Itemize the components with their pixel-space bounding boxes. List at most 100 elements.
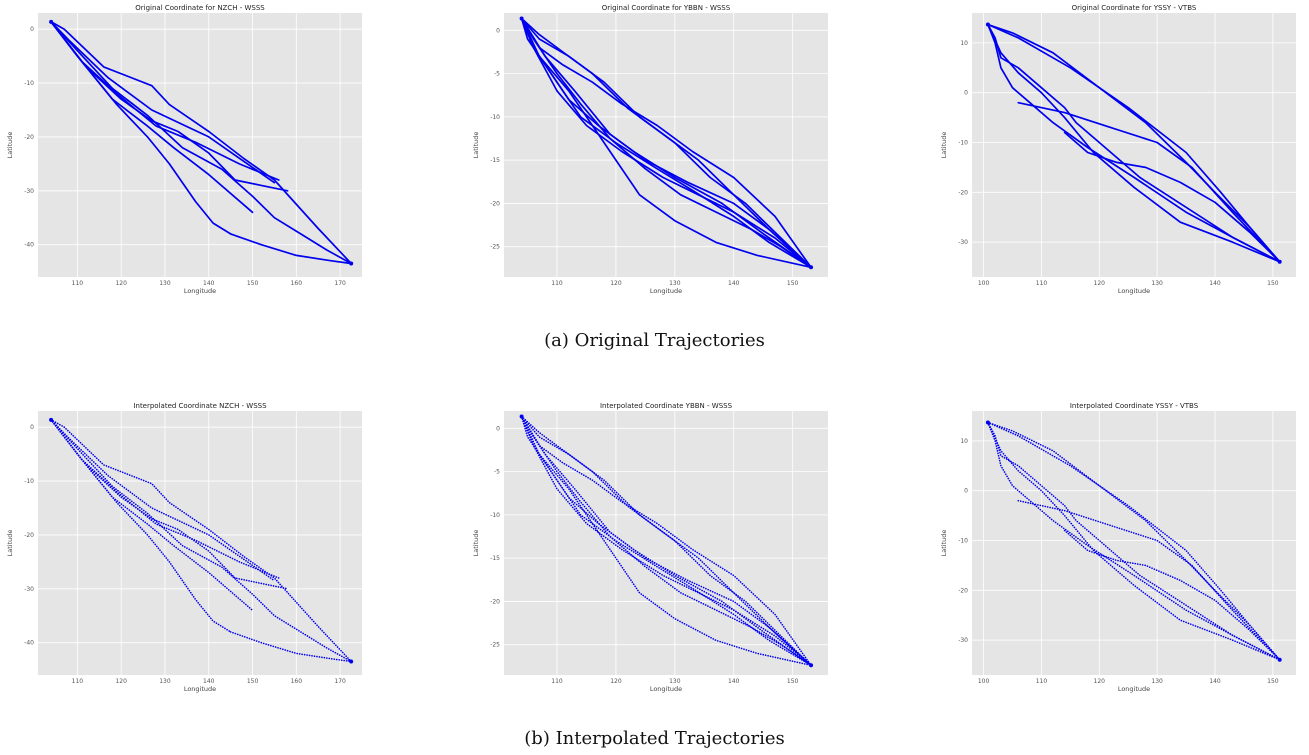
trajectory-line — [1063, 131, 1281, 263]
trajectory-line — [987, 421, 1281, 661]
y-tick-label: -5 — [494, 71, 500, 78]
y-axis-label: Latitude — [6, 530, 14, 557]
chart-svg: Interpolated Coordinate YBBN - WSSS 110 12… — [472, 402, 828, 693]
x-tick-label: 130 — [669, 678, 681, 685]
chart-svg: Interpolated Coordinate NZCH - WSSS 110 12… — [6, 402, 362, 693]
x-tick-label: 140 — [1209, 280, 1221, 287]
x-tick-label: 120 — [115, 678, 127, 685]
y-tick-label: -15 — [490, 555, 500, 562]
y-tick-label: -5 — [494, 469, 500, 476]
caption-interpolated: (b) Interpolated Trajectories — [524, 728, 785, 749]
x-tick-label: 130 — [159, 280, 171, 287]
destination-marker — [1277, 657, 1282, 662]
trajectory-line — [520, 415, 812, 667]
y-tick-label: -40 — [24, 640, 34, 647]
origin-marker — [49, 417, 54, 422]
trajectory-line — [229, 233, 353, 265]
x-tick-label: 130 — [1151, 678, 1163, 685]
x-axis-label: Longitude — [650, 685, 682, 693]
chart-interpolated-nzch-wsss: Interpolated Coordinate NZCH - WSSS 110 12… — [0, 402, 370, 697]
chart-title: Original Coordinate for NZCH - WSSS — [135, 4, 265, 12]
trajectory-line — [520, 415, 812, 667]
chart-original-ybbn-wsss: Original Coordinate for YBBN - WSSS 110 12… — [466, 4, 836, 299]
x-tick-label: 120 — [1094, 678, 1106, 685]
y-tick-label: 0 — [964, 90, 968, 97]
x-tick-label: 110 — [551, 280, 563, 287]
y-axis-label: Latitude — [6, 132, 14, 159]
y-axis-label: Latitude — [472, 132, 480, 159]
trajectory-line — [50, 418, 353, 663]
x-tick-label: 150 — [787, 280, 799, 287]
destination-marker — [809, 265, 814, 270]
y-tick-label: -25 — [490, 642, 500, 649]
chart-title: Interpolated Coordinate YBBN - WSSS — [600, 402, 733, 410]
origin-marker — [49, 19, 54, 24]
chart-title: Original Coordinate for YBBN - WSSS — [602, 4, 731, 12]
origin-marker — [519, 414, 524, 419]
y-tick-label: -30 — [958, 239, 968, 246]
x-tick-label: 130 — [1151, 280, 1163, 287]
y-tick-label: -20 — [24, 134, 34, 141]
y-tick-label: -15 — [490, 157, 500, 164]
x-axis-label: Longitude — [1118, 685, 1150, 693]
chart-svg: Original Coordinate for YBBN - WSSS 110 12… — [472, 4, 828, 295]
x-axis-label: Longitude — [1118, 287, 1150, 295]
y-axis-label: Latitude — [472, 530, 480, 557]
trajectory-line — [50, 418, 353, 663]
trajectory-line — [1063, 529, 1281, 661]
x-tick-label: 100 — [978, 678, 990, 685]
trajectory-line — [987, 23, 1281, 263]
y-tick-label: -40 — [24, 242, 34, 249]
y-tick-label: -20 — [24, 532, 34, 539]
y-tick-label: -10 — [490, 114, 500, 121]
y-tick-label: -30 — [24, 586, 34, 593]
trajectory-line — [520, 415, 812, 667]
y-tick-label: -20 — [490, 598, 500, 605]
y-tick-label: 0 — [964, 488, 968, 495]
y-tick-label: 10 — [960, 438, 968, 445]
x-axis-label: Longitude — [184, 685, 216, 693]
plot-area — [972, 411, 1296, 675]
x-tick-label: 140 — [728, 280, 740, 287]
x-tick-label: 130 — [159, 678, 171, 685]
x-tick-label: 150 — [787, 678, 799, 685]
destination-marker — [349, 659, 354, 664]
y-tick-label: 0 — [30, 424, 34, 431]
origin-marker — [519, 16, 524, 21]
x-tick-label: 110 — [551, 678, 563, 685]
trajectory-line — [50, 20, 289, 192]
y-tick-label: -10 — [24, 478, 34, 485]
trajectory-line — [50, 418, 280, 579]
plot-area — [972, 13, 1296, 277]
trajectory-line — [520, 17, 812, 269]
trajectory-line — [520, 415, 812, 667]
destination-marker — [1277, 259, 1282, 264]
chart-title: Original Coordinate for YSSY - VTBS — [1072, 4, 1197, 12]
x-tick-label: 120 — [115, 280, 127, 287]
trajectory-line — [50, 20, 353, 265]
trajectory-line — [520, 17, 812, 269]
trajectory-line — [50, 418, 276, 582]
x-tick-label: 120 — [610, 678, 622, 685]
x-tick-label: 110 — [1036, 678, 1048, 685]
y-tick-label: -10 — [958, 538, 968, 545]
chart-title: Interpolated Coordinate NZCH - WSSS — [133, 402, 267, 410]
x-tick-label: 150 — [247, 280, 259, 287]
plot-area — [38, 411, 362, 675]
trajectory-line — [50, 20, 353, 265]
caption-original: (a) Original Trajectories — [544, 330, 765, 351]
trajectory-line — [987, 421, 1281, 661]
chart-svg: Original Coordinate for NZCH - WSSS 110 12… — [6, 4, 362, 295]
destination-marker — [809, 663, 814, 668]
trajectory-line — [987, 421, 1281, 661]
chart-interpolated-ybbn-wsss: Interpolated Coordinate YBBN - WSSS 110 12… — [466, 402, 836, 697]
y-tick-label: -30 — [958, 637, 968, 644]
trajectory-line — [50, 418, 289, 590]
x-tick-label: 160 — [291, 280, 303, 287]
chart-original-nzch-wsss: Original Coordinate for NZCH - WSSS 110 12… — [0, 4, 370, 299]
x-tick-label: 160 — [291, 678, 303, 685]
y-tick-label: -30 — [24, 188, 34, 195]
x-tick-label: 170 — [334, 280, 346, 287]
